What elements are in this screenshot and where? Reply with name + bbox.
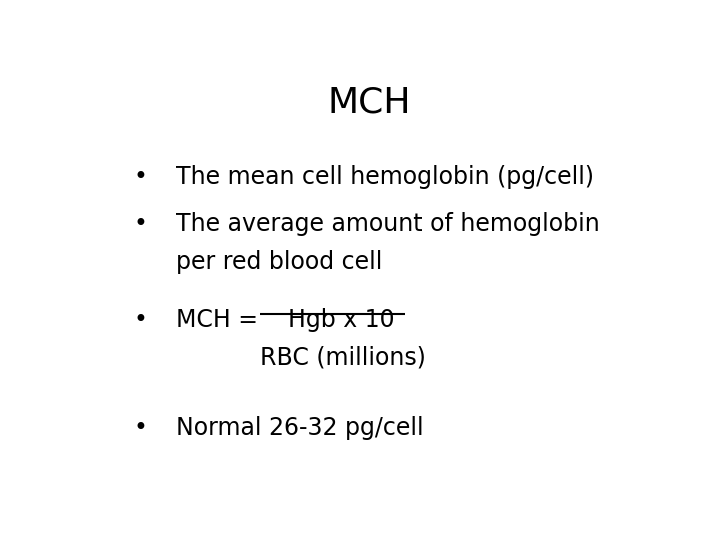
Text: The average amount of hemoglobin: The average amount of hemoglobin	[176, 212, 600, 237]
Text: The mean cell hemoglobin (pg/cell): The mean cell hemoglobin (pg/cell)	[176, 165, 595, 188]
Text: •: •	[133, 212, 147, 237]
Text: •: •	[133, 416, 147, 440]
Text: MCH =    Hgb x 10: MCH = Hgb x 10	[176, 308, 395, 332]
Text: •: •	[133, 308, 147, 332]
Text: RBC (millions): RBC (millions)	[260, 346, 426, 369]
Text: MCH: MCH	[328, 85, 410, 119]
Text: •: •	[133, 165, 147, 188]
Text: Normal 26-32 pg/cell: Normal 26-32 pg/cell	[176, 416, 424, 440]
Text: per red blood cell: per red blood cell	[176, 250, 383, 274]
